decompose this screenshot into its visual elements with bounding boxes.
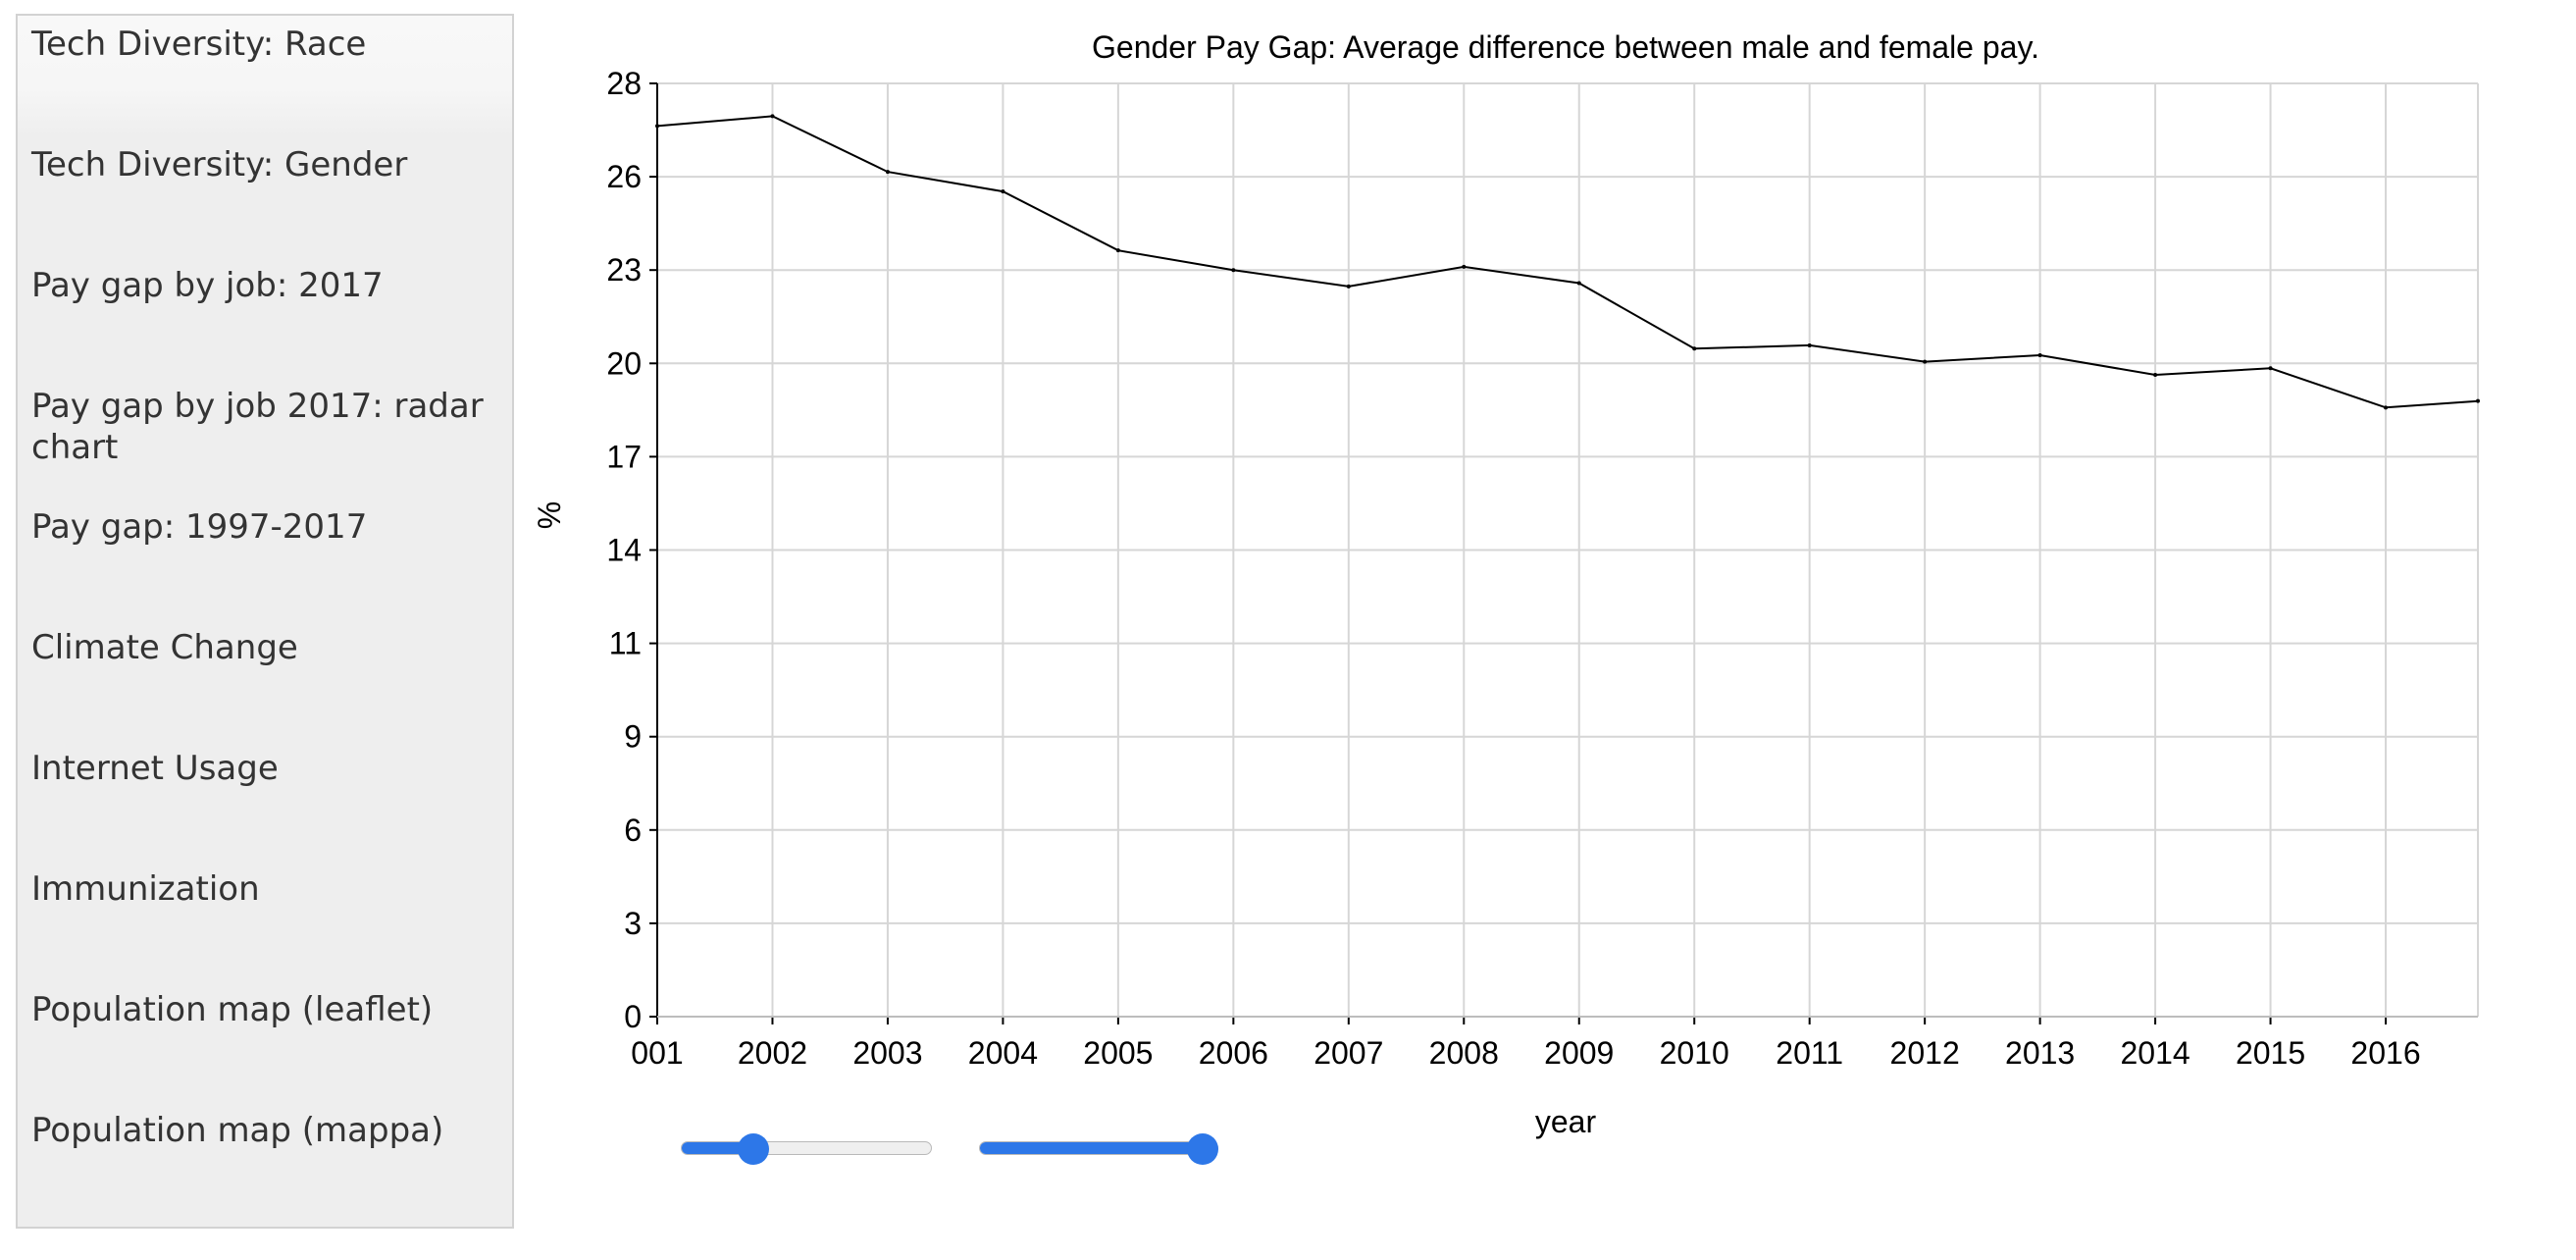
y-tick-label: 0 [624,999,642,1034]
data-point [1462,264,1467,269]
data-point [2037,352,2042,357]
x-tick-label: 2011 [1776,1035,1843,1071]
x-tick-label: 2010 [1660,1035,1729,1071]
x-tick-label: 2004 [968,1035,1038,1071]
sidebar-item[interactable]: Population map (mappa) [31,1111,444,1150]
sidebar-item[interactable]: Immunization [31,869,260,909]
start-slider-fill [682,1142,755,1154]
x-tick-label: 001 [631,1035,683,1071]
x-tick-label: 2003 [852,1035,922,1071]
data-point [1923,359,1928,364]
grid-lines [656,82,2479,1018]
data-point [2153,372,2158,377]
sidebar-item[interactable]: Tech Diversity: Gender [31,145,408,184]
start-year-slider[interactable] [681,1129,932,1169]
y-tick-label: 3 [624,906,642,941]
x-tick-label: 2007 [1314,1035,1383,1071]
start-slider-thumb[interactable] [738,1133,770,1165]
sidebar-item[interactable]: Pay gap by job: 2017 [31,266,384,305]
data-point [1692,346,1697,351]
data-point [885,170,890,175]
data-point [1231,268,1236,273]
x-tick-label: 2008 [1429,1035,1499,1071]
data-point [770,114,775,119]
y-tick-label: 17 [606,439,642,474]
x-tick-label: 2016 [2350,1035,2420,1071]
x-tick-label: 2006 [1199,1035,1268,1071]
end-slider-track [979,1141,1218,1155]
x-tick-label: 2015 [2236,1035,2305,1071]
sidebar-item[interactable]: Population map (leaflet) [31,990,434,1029]
data-point [2476,398,2480,403]
y-tick-label: 26 [606,159,642,194]
data-point [1807,342,1812,347]
x-axis-label: year [1535,1104,1597,1139]
axes: 0 3 6 9 11 14 17 20 23 26 28 001 2002 2003 2004 2005 200… [606,66,2478,1071]
y-tick-label: 14 [606,533,642,568]
x-tick-label: 2005 [1083,1035,1153,1071]
sidebar-item[interactable]: Pay gap: 1997-2017 [31,507,368,547]
end-slider-thumb[interactable] [1187,1133,1218,1165]
data-point [1346,284,1351,289]
y-tick-label: 20 [606,345,642,381]
x-tick-label: 2009 [1544,1035,1614,1071]
y-axis-label: % [532,501,567,529]
x-tick-label: 2012 [1890,1035,1960,1071]
menu-list: Tech Diversity: Race Tech Diversity: Gend… [18,16,512,1223]
sidebar-menu: Tech Diversity: Race Tech Diversity: Gend… [16,14,514,1229]
data-point [2268,366,2273,371]
y-tick-label: 11 [609,626,642,661]
sidebar-item[interactable]: Internet Usage [31,749,279,788]
chart-title: Gender Pay Gap: Average difference betwe… [1092,29,2039,65]
x-tick-label: 2013 [2005,1035,2075,1071]
y-tick-label: 23 [606,252,642,288]
data-point [2384,405,2389,410]
y-tick-label: 28 [606,66,642,101]
x-tick-label: 2002 [738,1035,807,1071]
sidebar-item[interactable]: Climate Change [31,628,298,667]
y-tick-label: 6 [624,813,642,848]
data-point [1576,281,1581,286]
x-tick-label: 2014 [2120,1035,2190,1071]
data-point [1001,189,1005,194]
series-layer [655,114,2480,410]
sidebar-item[interactable]: Pay gap by job 2017: radar chart [31,387,484,467]
data-point [1115,248,1120,253]
end-slider-fill [980,1142,1204,1154]
start-slider-track [681,1141,932,1155]
data-point [655,124,659,129]
sidebar-item[interactable]: Tech Diversity: Race [18,16,512,136]
chart-labels: Gender Pay Gap: Average difference betwe… [532,29,2039,1139]
y-tick-label: 9 [624,719,642,755]
end-year-slider[interactable] [979,1129,1218,1169]
